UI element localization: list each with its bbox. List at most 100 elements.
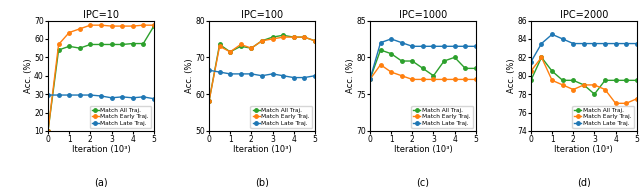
Match Early Traj. [269, 38, 276, 40]
Match All Traj. [451, 56, 458, 59]
Match All Traj. [527, 79, 535, 82]
Match Late Traj. [570, 42, 577, 45]
Match All Traj. [65, 45, 73, 47]
Match All Traj. [591, 93, 598, 95]
Match Late Traj. [258, 75, 266, 77]
Match Early Traj. [205, 100, 213, 103]
Match Early Traj. [419, 78, 427, 81]
Match Late Traj. [290, 76, 298, 79]
Match Late Traj. [612, 42, 620, 45]
Line: Match Late Traj.: Match Late Traj. [368, 37, 477, 81]
Text: (d): (d) [577, 177, 591, 187]
Match Late Traj. [580, 42, 588, 45]
Match All Traj. [601, 79, 609, 82]
Match Late Traj. [269, 73, 276, 75]
Title: IPC=2000: IPC=2000 [559, 10, 608, 20]
Match Early Traj. [622, 102, 630, 104]
Line: Match Late Traj.: Match Late Traj. [207, 68, 317, 79]
Legend: Match All Traj., Match Early Traj., Match Late Traj.: Match All Traj., Match Early Traj., Matc… [412, 106, 473, 128]
Match Late Traj. [108, 97, 115, 99]
Match Late Traj. [591, 42, 598, 45]
Match Early Traj. [527, 70, 535, 72]
Match Late Traj. [97, 95, 105, 97]
Match All Traj. [622, 79, 630, 82]
Match All Traj. [408, 60, 416, 62]
Match Late Traj. [227, 73, 234, 75]
Match All Traj. [140, 42, 147, 45]
Match All Traj. [150, 25, 157, 27]
Match Late Traj. [451, 45, 458, 47]
Match Early Traj. [366, 78, 374, 81]
Match All Traj. [237, 45, 244, 47]
Match Early Traj. [451, 78, 458, 81]
Match Late Traj. [311, 75, 319, 77]
X-axis label: Iteration (10³): Iteration (10³) [72, 145, 131, 154]
Text: (a): (a) [94, 177, 108, 187]
Match Early Traj. [248, 47, 255, 49]
Match All Traj. [258, 40, 266, 42]
Match Early Traj. [633, 98, 640, 100]
Match Late Traj. [140, 96, 147, 98]
Y-axis label: Acc. (%): Acc. (%) [507, 58, 516, 93]
Match All Traj. [269, 36, 276, 38]
Match Late Traj. [419, 45, 427, 47]
Match All Traj. [387, 53, 395, 55]
Match All Traj. [548, 70, 556, 72]
Line: Match Early Traj.: Match Early Traj. [368, 63, 477, 81]
Match All Traj. [538, 56, 545, 59]
Line: Match Early Traj.: Match Early Traj. [46, 23, 156, 133]
Match Early Traj. [580, 84, 588, 86]
Match All Traj. [419, 67, 427, 70]
Match Late Traj. [538, 42, 545, 45]
Match Late Traj. [129, 97, 136, 99]
Match Early Traj. [559, 84, 566, 86]
Match All Traj. [97, 43, 105, 46]
Line: Match Late Traj.: Match Late Traj. [46, 93, 156, 100]
Match Early Traj. [150, 24, 157, 26]
Match All Traj. [377, 49, 385, 51]
Match All Traj. [248, 47, 255, 49]
Match All Traj. [108, 43, 115, 46]
Match All Traj. [76, 47, 84, 49]
Line: Match All Traj.: Match All Traj. [368, 48, 477, 81]
Title: IPC=10: IPC=10 [83, 10, 119, 20]
Match Early Traj. [65, 31, 73, 34]
Title: IPC=100: IPC=100 [241, 10, 283, 20]
Match Early Traj. [258, 40, 266, 42]
Match Early Traj. [237, 43, 244, 46]
Match Late Traj. [248, 73, 255, 75]
Match Late Traj. [118, 96, 126, 98]
Match Early Traj. [472, 78, 479, 81]
Line: Match Early Traj.: Match Early Traj. [529, 56, 639, 105]
Match Late Traj. [377, 42, 385, 44]
Match Early Traj. [398, 75, 406, 77]
Text: (b): (b) [255, 177, 269, 187]
Match Late Traj. [461, 45, 469, 47]
Line: Match All Traj.: Match All Traj. [46, 24, 156, 133]
Match Early Traj. [538, 56, 545, 59]
Line: Match Late Traj.: Match Late Traj. [529, 33, 639, 64]
Match Early Traj. [279, 36, 287, 38]
Legend: Match All Traj., Match Early Traj., Match Late Traj.: Match All Traj., Match Early Traj., Matc… [250, 106, 312, 128]
Match Late Traj. [76, 94, 84, 96]
Match Early Traj. [591, 84, 598, 86]
Match Early Traj. [429, 78, 437, 81]
Match All Traj. [118, 43, 126, 46]
Match All Traj. [311, 40, 319, 42]
Match Early Traj. [548, 79, 556, 82]
Match Late Traj. [429, 45, 437, 47]
Match Late Traj. [300, 76, 308, 79]
Match All Traj. [216, 43, 223, 46]
Match Early Traj. [227, 51, 234, 53]
Match All Traj. [440, 60, 448, 62]
Line: Match All Traj.: Match All Traj. [207, 33, 317, 103]
Match Early Traj. [129, 25, 136, 27]
Match All Traj. [472, 67, 479, 70]
Match Early Traj. [140, 24, 147, 26]
Match Early Traj. [108, 25, 115, 27]
Match All Traj. [300, 36, 308, 38]
Match All Traj. [461, 67, 469, 70]
Legend: Match All Traj., Match Early Traj., Match Late Traj.: Match All Traj., Match Early Traj., Matc… [90, 106, 151, 128]
Match Late Traj. [559, 38, 566, 40]
Match Early Traj. [440, 78, 448, 81]
